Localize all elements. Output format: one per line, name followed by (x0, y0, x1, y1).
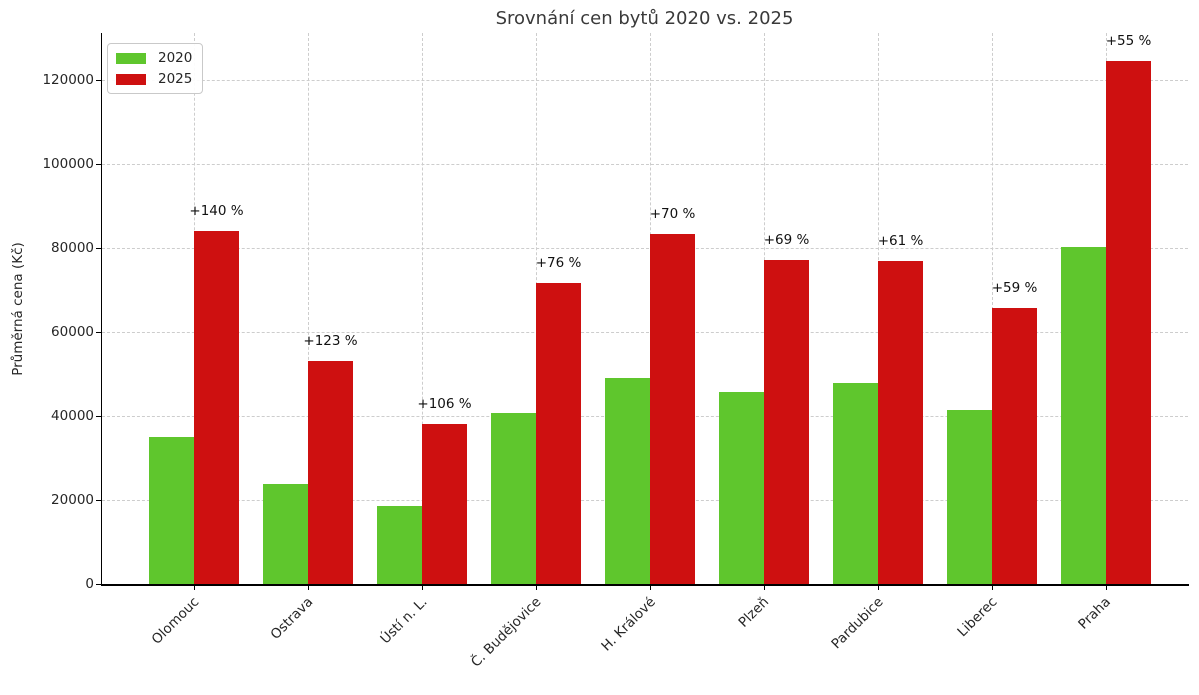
x-tick-mark (1106, 585, 1107, 590)
x-tick-label: Pardubice (828, 594, 887, 653)
bar-2025-h-kr-lov- (650, 233, 695, 584)
y-axis-spine (101, 33, 102, 585)
growth-annotation: +106 % (417, 395, 472, 412)
legend-label-2020: 2020 (158, 50, 193, 66)
x-tick-mark (764, 585, 765, 590)
y-tick-mark (96, 248, 101, 249)
y-tick-label: 20000 (51, 492, 94, 508)
bar-2020--st-n-l- (377, 506, 422, 584)
x-tick-mark (194, 585, 195, 590)
x-tick-label: Praha (1075, 594, 1115, 633)
y-tick-mark (96, 164, 101, 165)
x-tick-label: Liberec (954, 594, 1001, 641)
growth-annotation: +123 % (303, 333, 358, 350)
y-tick-label: 100000 (42, 156, 94, 172)
legend-item-2020: 2020 (116, 50, 192, 66)
x-tick-label: Ústí n. L. (377, 594, 431, 648)
chart-title: Srovnání cen bytů 2020 vs. 2025 (495, 8, 794, 29)
y-tick-mark (96, 80, 101, 81)
y-tick-label: 120000 (42, 72, 94, 88)
bar-2025-ostrava (308, 361, 353, 584)
bar-2025--bud-jovice (536, 282, 581, 584)
growth-annotation: +59 % (991, 279, 1038, 296)
gridline-horizontal (102, 164, 1188, 165)
y-tick-mark (96, 416, 101, 417)
y-tick-mark (96, 500, 101, 501)
y-tick-label: 60000 (51, 324, 94, 340)
bar-2020--bud-jovice (491, 412, 536, 584)
bar-2025-plze- (764, 259, 809, 584)
x-tick-mark (308, 585, 309, 590)
growth-annotation: +76 % (535, 254, 582, 271)
x-tick-mark (878, 585, 879, 590)
bar-2020-ostrava (263, 484, 308, 584)
x-tick-label: Č. Budějovice (467, 594, 545, 671)
legend-label-2025: 2025 (158, 71, 193, 87)
legend-item-2025: 2025 (116, 71, 192, 87)
x-tick-mark (992, 585, 993, 590)
bar-2025-liberec (992, 307, 1037, 584)
y-tick-label: 40000 (51, 408, 94, 424)
x-tick-label: Ostrava (267, 594, 317, 643)
gridline-horizontal (102, 248, 1188, 249)
x-tick-mark (650, 585, 651, 590)
gridline-horizontal (102, 80, 1188, 81)
gridline-vertical (422, 33, 423, 584)
x-tick-label: H. Králové (597, 594, 659, 655)
bar-2020-pardubice (833, 383, 878, 584)
x-axis-spine (101, 584, 1189, 586)
gridline-vertical (308, 33, 309, 584)
bar-2020-olomouc (149, 437, 194, 584)
x-tick-label: Olomouc (148, 594, 203, 648)
legend-swatch-2020 (116, 52, 146, 64)
x-tick-mark (536, 585, 537, 590)
bar-2025-olomouc (194, 231, 239, 584)
bar-2020-liberec (947, 410, 992, 584)
y-tick-mark (96, 332, 101, 333)
y-tick-mark (96, 584, 101, 585)
y-tick-label: 80000 (51, 240, 94, 256)
bar-2025--st-n-l- (422, 423, 467, 584)
growth-annotation: +70 % (649, 205, 696, 222)
growth-annotation: +140 % (189, 203, 244, 220)
bar-2025-pardubice (878, 260, 923, 584)
x-tick-mark (422, 585, 423, 590)
y-tick-label: 0 (85, 576, 94, 592)
growth-annotation: +69 % (763, 231, 810, 248)
growth-annotation: +61 % (877, 232, 924, 249)
legend: 2020 2025 (107, 43, 204, 94)
growth-annotation: +55 % (1105, 33, 1152, 50)
bar-2020-h-kr-lov- (605, 378, 650, 584)
bar-2025-praha (1106, 61, 1151, 584)
bar-2020-plze- (719, 392, 764, 584)
legend-swatch-2025 (116, 73, 146, 85)
x-tick-label: Plzeň (735, 594, 773, 631)
bar-2020-praha (1061, 246, 1106, 584)
gridline-horizontal (102, 332, 1188, 333)
